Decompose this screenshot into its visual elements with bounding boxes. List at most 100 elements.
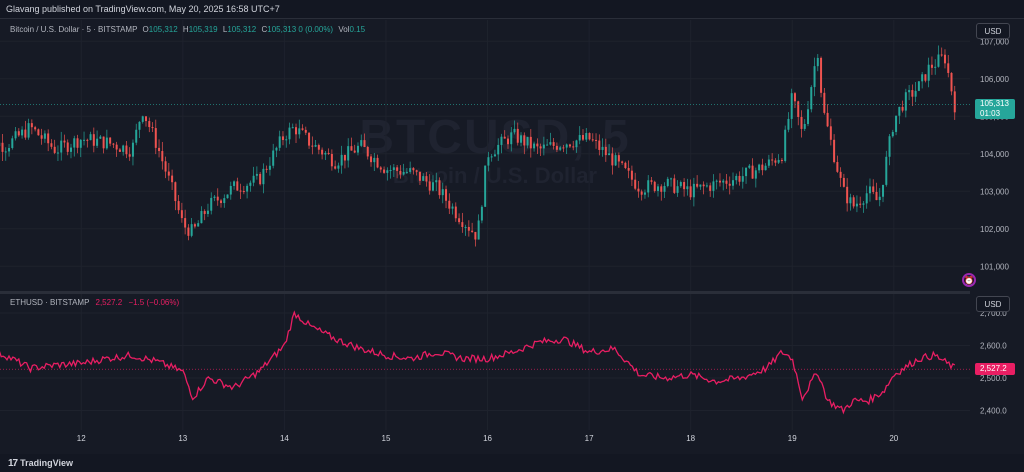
btc-candle-body: [761, 164, 764, 171]
eth-y-tick-label: 2,400.0: [980, 407, 1007, 416]
btc-candle-body: [30, 123, 33, 128]
btc-candle-body: [392, 167, 395, 171]
btc-volume-label: Vol: [338, 25, 350, 34]
btc-last-price-tag: 105,313 01:03: [975, 98, 1015, 119]
btc-candle-body: [347, 146, 350, 161]
btc-candle-body: [330, 153, 333, 167]
eth-currency-button[interactable]: USD: [976, 296, 1010, 312]
btc-candle-body: [86, 139, 89, 141]
btc-candle-body: [288, 127, 291, 140]
x-tick-label: 12: [77, 434, 86, 443]
btc-candle-body: [650, 180, 653, 182]
btc-candle-body: [76, 138, 79, 148]
btc-candle-body: [63, 140, 66, 143]
btc-candle-body: [722, 180, 725, 183]
btc-candle-body: [914, 90, 917, 97]
btc-candle-body: [272, 150, 275, 166]
btc-candle-body: [34, 127, 37, 130]
btc-candle-body: [950, 72, 953, 92]
btc-candle-body: [542, 144, 545, 149]
btc-candle-body: [634, 179, 637, 189]
btc-legend-name[interactable]: Bitcoin / U.S. Dollar · 5 · BITSTAMP: [10, 25, 138, 34]
btc-candle-body: [298, 128, 301, 135]
btc-candle-body: [83, 139, 86, 141]
eth-y-tick-label: 2,500.0: [980, 374, 1007, 383]
btc-candle-body: [859, 203, 862, 205]
alert-clock-icon[interactable]: ⏰: [962, 273, 976, 287]
btc-high-label: H: [182, 25, 189, 34]
x-tick-label: 20: [889, 434, 898, 443]
btc-candle-body: [324, 152, 327, 155]
btc-candle-body: [412, 168, 415, 171]
btc-candle-body: [562, 147, 565, 149]
btc-candle-body: [868, 186, 871, 194]
btc-candle-body: [275, 147, 278, 151]
btc-y-tick-label: 106,000: [980, 75, 1009, 84]
btc-candle-body: [705, 185, 708, 187]
btc-candle-body: [784, 129, 787, 161]
btc-candle-body: [679, 182, 682, 187]
pane-separator[interactable]: [0, 291, 970, 294]
btc-candle-body: [621, 161, 624, 163]
btc-candle-body: [180, 210, 183, 219]
btc-legend: Bitcoin / U.S. Dollar · 5 · BITSTAMP O10…: [10, 25, 365, 34]
btc-candle-body: [686, 186, 689, 190]
btc-candle-body: [663, 186, 666, 192]
btc-candle-body: [911, 90, 914, 97]
btc-candle-body: [529, 136, 532, 149]
btc-candle-body: [800, 116, 803, 129]
bar-countdown: 01:03: [980, 108, 1001, 118]
btc-candle-body: [128, 154, 131, 157]
btc-candle-body: [14, 131, 17, 139]
btc-candle-body: [552, 142, 555, 146]
btc-candle-body: [451, 206, 454, 209]
btc-candle-body: [852, 197, 855, 207]
btc-candle-body: [536, 143, 539, 147]
btc-candle-body: [448, 200, 451, 209]
btc-candle-body: [409, 168, 412, 172]
btc-candle-body: [901, 106, 904, 111]
btc-candle-body: [735, 175, 738, 181]
btc-candle-body: [568, 144, 571, 147]
btc-currency-button[interactable]: USD: [976, 23, 1010, 39]
btc-candle-body: [477, 220, 480, 240]
btc-candle-body: [210, 197, 213, 211]
footer-bar: 17 TradingView: [0, 454, 1024, 472]
btc-candle-body: [445, 189, 448, 201]
publisher-bar: Glavang published on TradingView.com, Ma…: [0, 0, 1024, 20]
btc-candle-body: [728, 183, 731, 186]
btc-candle-body: [591, 139, 594, 141]
btc-candle-body: [699, 184, 702, 187]
tradingview-logo[interactable]: 17 TradingView: [8, 458, 73, 469]
btc-candle-body: [203, 211, 206, 214]
eth-last-price: 2,527.2: [980, 364, 1007, 374]
btc-candle-body: [187, 227, 190, 236]
btc-candle-body: [148, 121, 151, 128]
btc-candle-body: [373, 157, 376, 163]
btc-candle-body: [647, 180, 650, 193]
btc-candle-body: [216, 196, 219, 201]
eth-legend-name[interactable]: ETHUSD · BITSTAMP: [10, 298, 90, 307]
btc-candle-body: [236, 181, 239, 191]
btc-candle-body: [161, 151, 164, 162]
btc-candle-body: [158, 147, 161, 152]
btc-candle-body: [947, 63, 950, 73]
btc-candle-body: [846, 186, 849, 204]
btc-candle-body: [585, 133, 588, 140]
btc-candle-body: [89, 134, 92, 141]
btc-candle-body: [69, 147, 72, 152]
btc-candle-body: [438, 180, 441, 196]
btc-change-value: 0 (0.00%): [298, 25, 334, 34]
btc-candle-body: [47, 133, 50, 144]
btc-candle-body: [37, 129, 40, 136]
btc-candle-body: [308, 132, 311, 146]
btc-candle-body: [921, 74, 924, 82]
btc-candle-body: [184, 218, 187, 228]
btc-candle-body: [242, 191, 245, 193]
btc-candle-body: [523, 135, 526, 146]
btc-candle-body: [895, 115, 898, 132]
btc-y-tick-label: 104,000: [980, 150, 1009, 159]
btc-candle-body: [220, 200, 223, 204]
btc-candle-body: [431, 182, 434, 191]
